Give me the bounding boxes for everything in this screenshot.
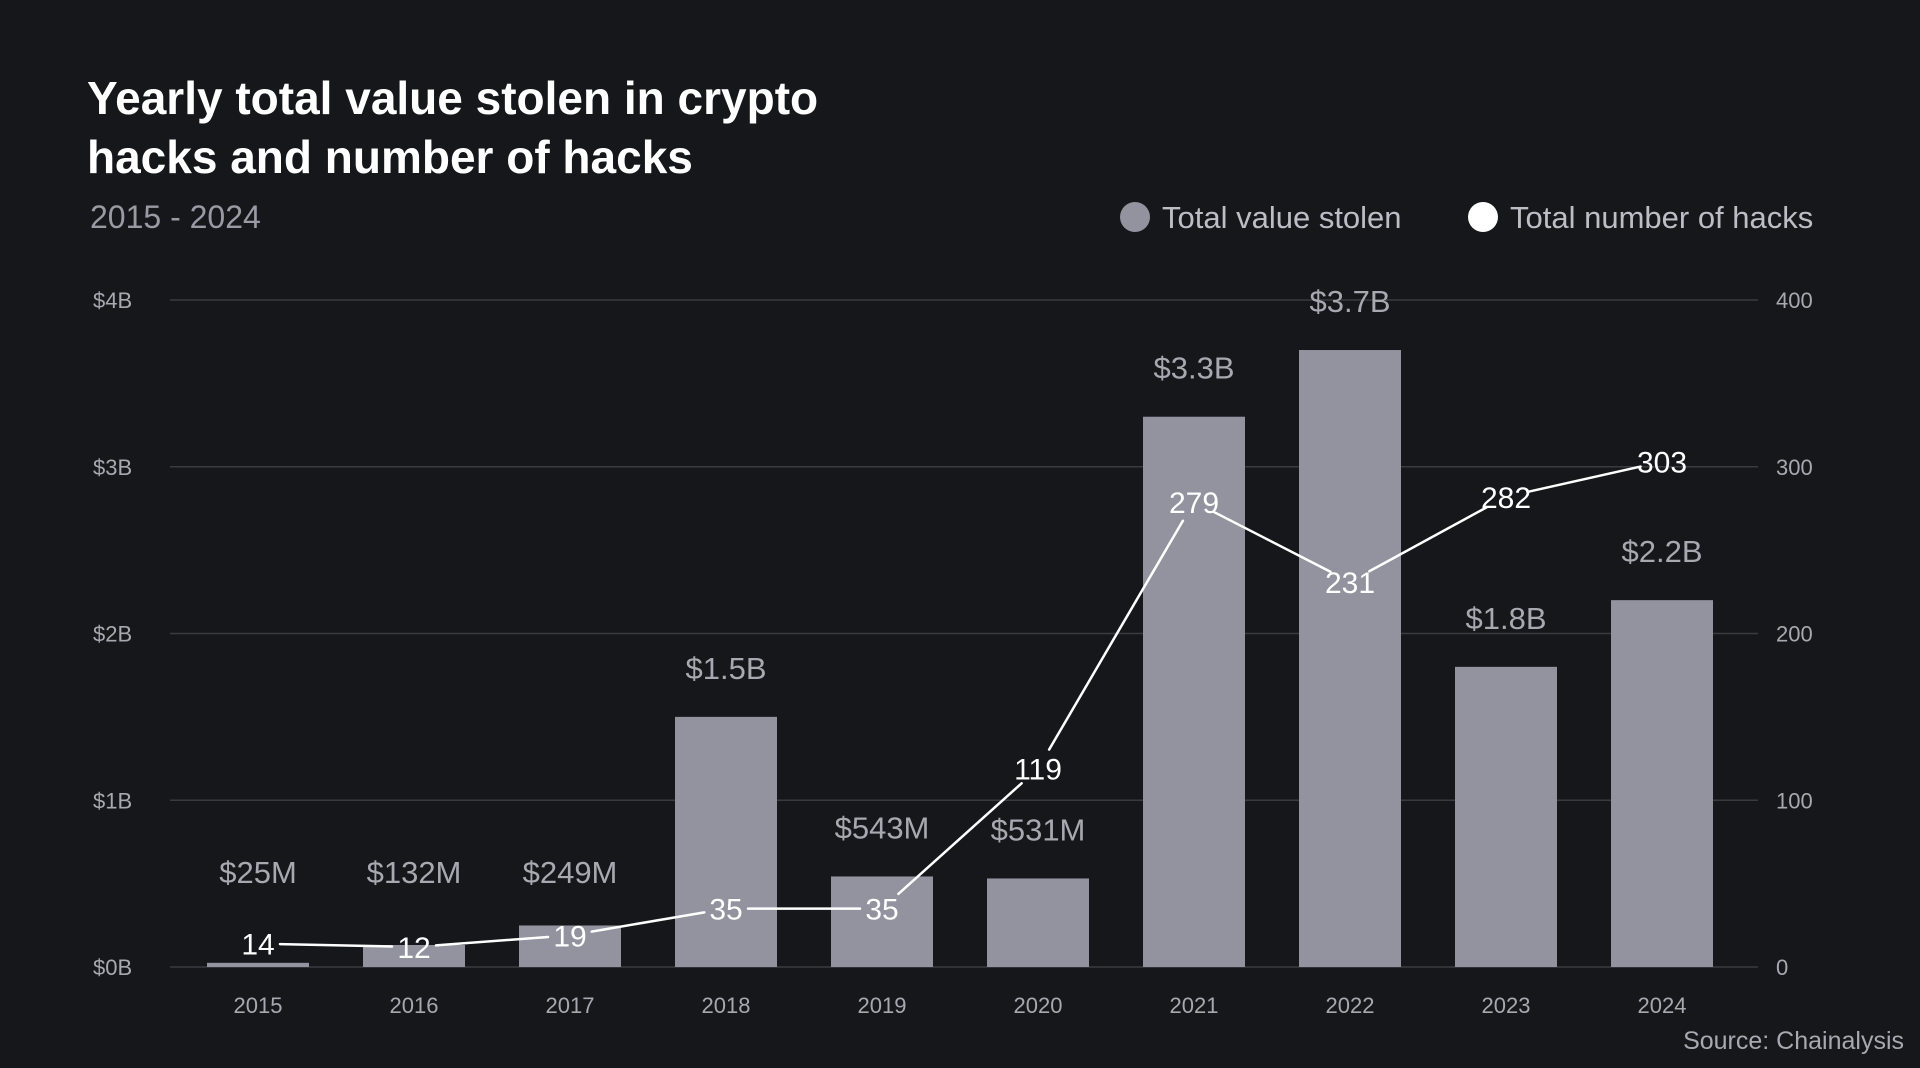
x-axis-tick-label: 2021	[1170, 993, 1219, 1018]
x-axis: 2015 2016 2017 2018 2019 2020 2021 2022 2023 2024	[234, 993, 1687, 1018]
legend-value-marker	[1120, 202, 1150, 232]
line-segment	[1526, 465, 1642, 494]
line-point-label: 35	[709, 894, 742, 927]
left-axis-tick-label: $1B	[93, 788, 132, 813]
bar	[519, 925, 621, 967]
bar-value-label: $543M	[835, 810, 930, 845]
legend-value-label: Total value stolen	[1162, 200, 1402, 235]
bar-value-label: $132M	[367, 855, 462, 890]
bar-value-label: $3.7B	[1309, 284, 1390, 319]
left-axis-tick-label: $4B	[93, 288, 132, 313]
right-axis-tick-label: 300	[1776, 455, 1813, 480]
line-segment	[278, 942, 394, 948]
hacks-line-series: 14 12 19 35 35 119 279 231 282 303	[241, 447, 1687, 965]
bar-value-label: $249M	[523, 855, 618, 890]
line-point-label: 35	[865, 894, 898, 927]
legend: Total value stolen Total number of hacks	[1120, 200, 1813, 235]
left-axis: $0B $1B $2B $3B $4B	[93, 288, 132, 980]
right-axis-tick-label: 100	[1776, 788, 1813, 813]
line-point-label: 14	[241, 929, 274, 962]
left-axis-tick-label: $2B	[93, 622, 132, 647]
line-point-label: 231	[1325, 567, 1375, 600]
bar-value-label: $2.2B	[1621, 534, 1702, 569]
bar	[987, 878, 1089, 967]
line-point-label: 12	[397, 932, 430, 965]
bar-value-label: $1.8B	[1465, 601, 1546, 636]
bar	[1143, 416, 1245, 968]
x-axis-tick-label: 2019	[858, 993, 907, 1018]
line-point-label: 19	[553, 920, 586, 953]
right-axis-tick-label: 400	[1776, 288, 1813, 313]
bar-value-label: $3.3B	[1153, 351, 1234, 386]
left-axis-tick-label: $0B	[93, 955, 132, 980]
chart-subtitle: 2015 - 2024	[90, 199, 261, 235]
x-axis-tick-label: 2023	[1482, 993, 1531, 1018]
line-segment	[1368, 506, 1488, 573]
line-point-label: 119	[1014, 754, 1062, 787]
bars	[207, 350, 1713, 968]
right-axis-tick-label: 0	[1776, 955, 1788, 980]
x-axis-tick-label: 2022	[1326, 993, 1375, 1018]
bar	[1611, 600, 1713, 967]
right-axis: 0 100 200 300 400	[1776, 288, 1813, 980]
bar-value-label: $531M	[991, 812, 1086, 847]
bar	[207, 962, 309, 967]
legend-count-marker	[1468, 202, 1498, 232]
bar	[363, 944, 465, 967]
line-segment	[1047, 519, 1185, 751]
x-axis-tick-label: 2017	[546, 993, 595, 1018]
x-axis-tick-label: 2020	[1014, 993, 1063, 1018]
bar-labels: $25M $132M $249M $1.5B $543M $531M $3.3B $3.7B $…	[219, 284, 1702, 890]
bar-value-label: $25M	[219, 855, 297, 890]
bar	[1455, 666, 1557, 967]
line-segment	[434, 935, 550, 947]
source-note: Source: Chainalysis	[1683, 1027, 1904, 1055]
x-axis-tick-label: 2016	[390, 993, 439, 1018]
x-axis-tick-label: 2024	[1638, 993, 1687, 1018]
left-axis-tick-label: $3B	[93, 455, 132, 480]
x-axis-tick-label: 2015	[234, 993, 283, 1018]
bar	[1299, 350, 1401, 967]
line-point-label: 303	[1637, 447, 1687, 480]
line-segment	[897, 782, 1023, 896]
chart-title-line-2: hacks and number of hacks	[87, 131, 693, 183]
bar	[675, 716, 777, 967]
bar	[831, 876, 933, 967]
line-point-label: 279	[1169, 487, 1219, 520]
line-segment	[590, 911, 706, 933]
line-point-label: 282	[1481, 482, 1531, 515]
x-axis-tick-label: 2018	[702, 993, 751, 1018]
chart-title-line-1: Yearly total value stolen in crypto	[87, 72, 818, 124]
legend-count-label: Total number of hacks	[1510, 200, 1813, 235]
bar-value-label: $1.5B	[685, 651, 766, 686]
right-axis-tick-label: 200	[1776, 622, 1813, 647]
line-segment	[1212, 510, 1332, 574]
